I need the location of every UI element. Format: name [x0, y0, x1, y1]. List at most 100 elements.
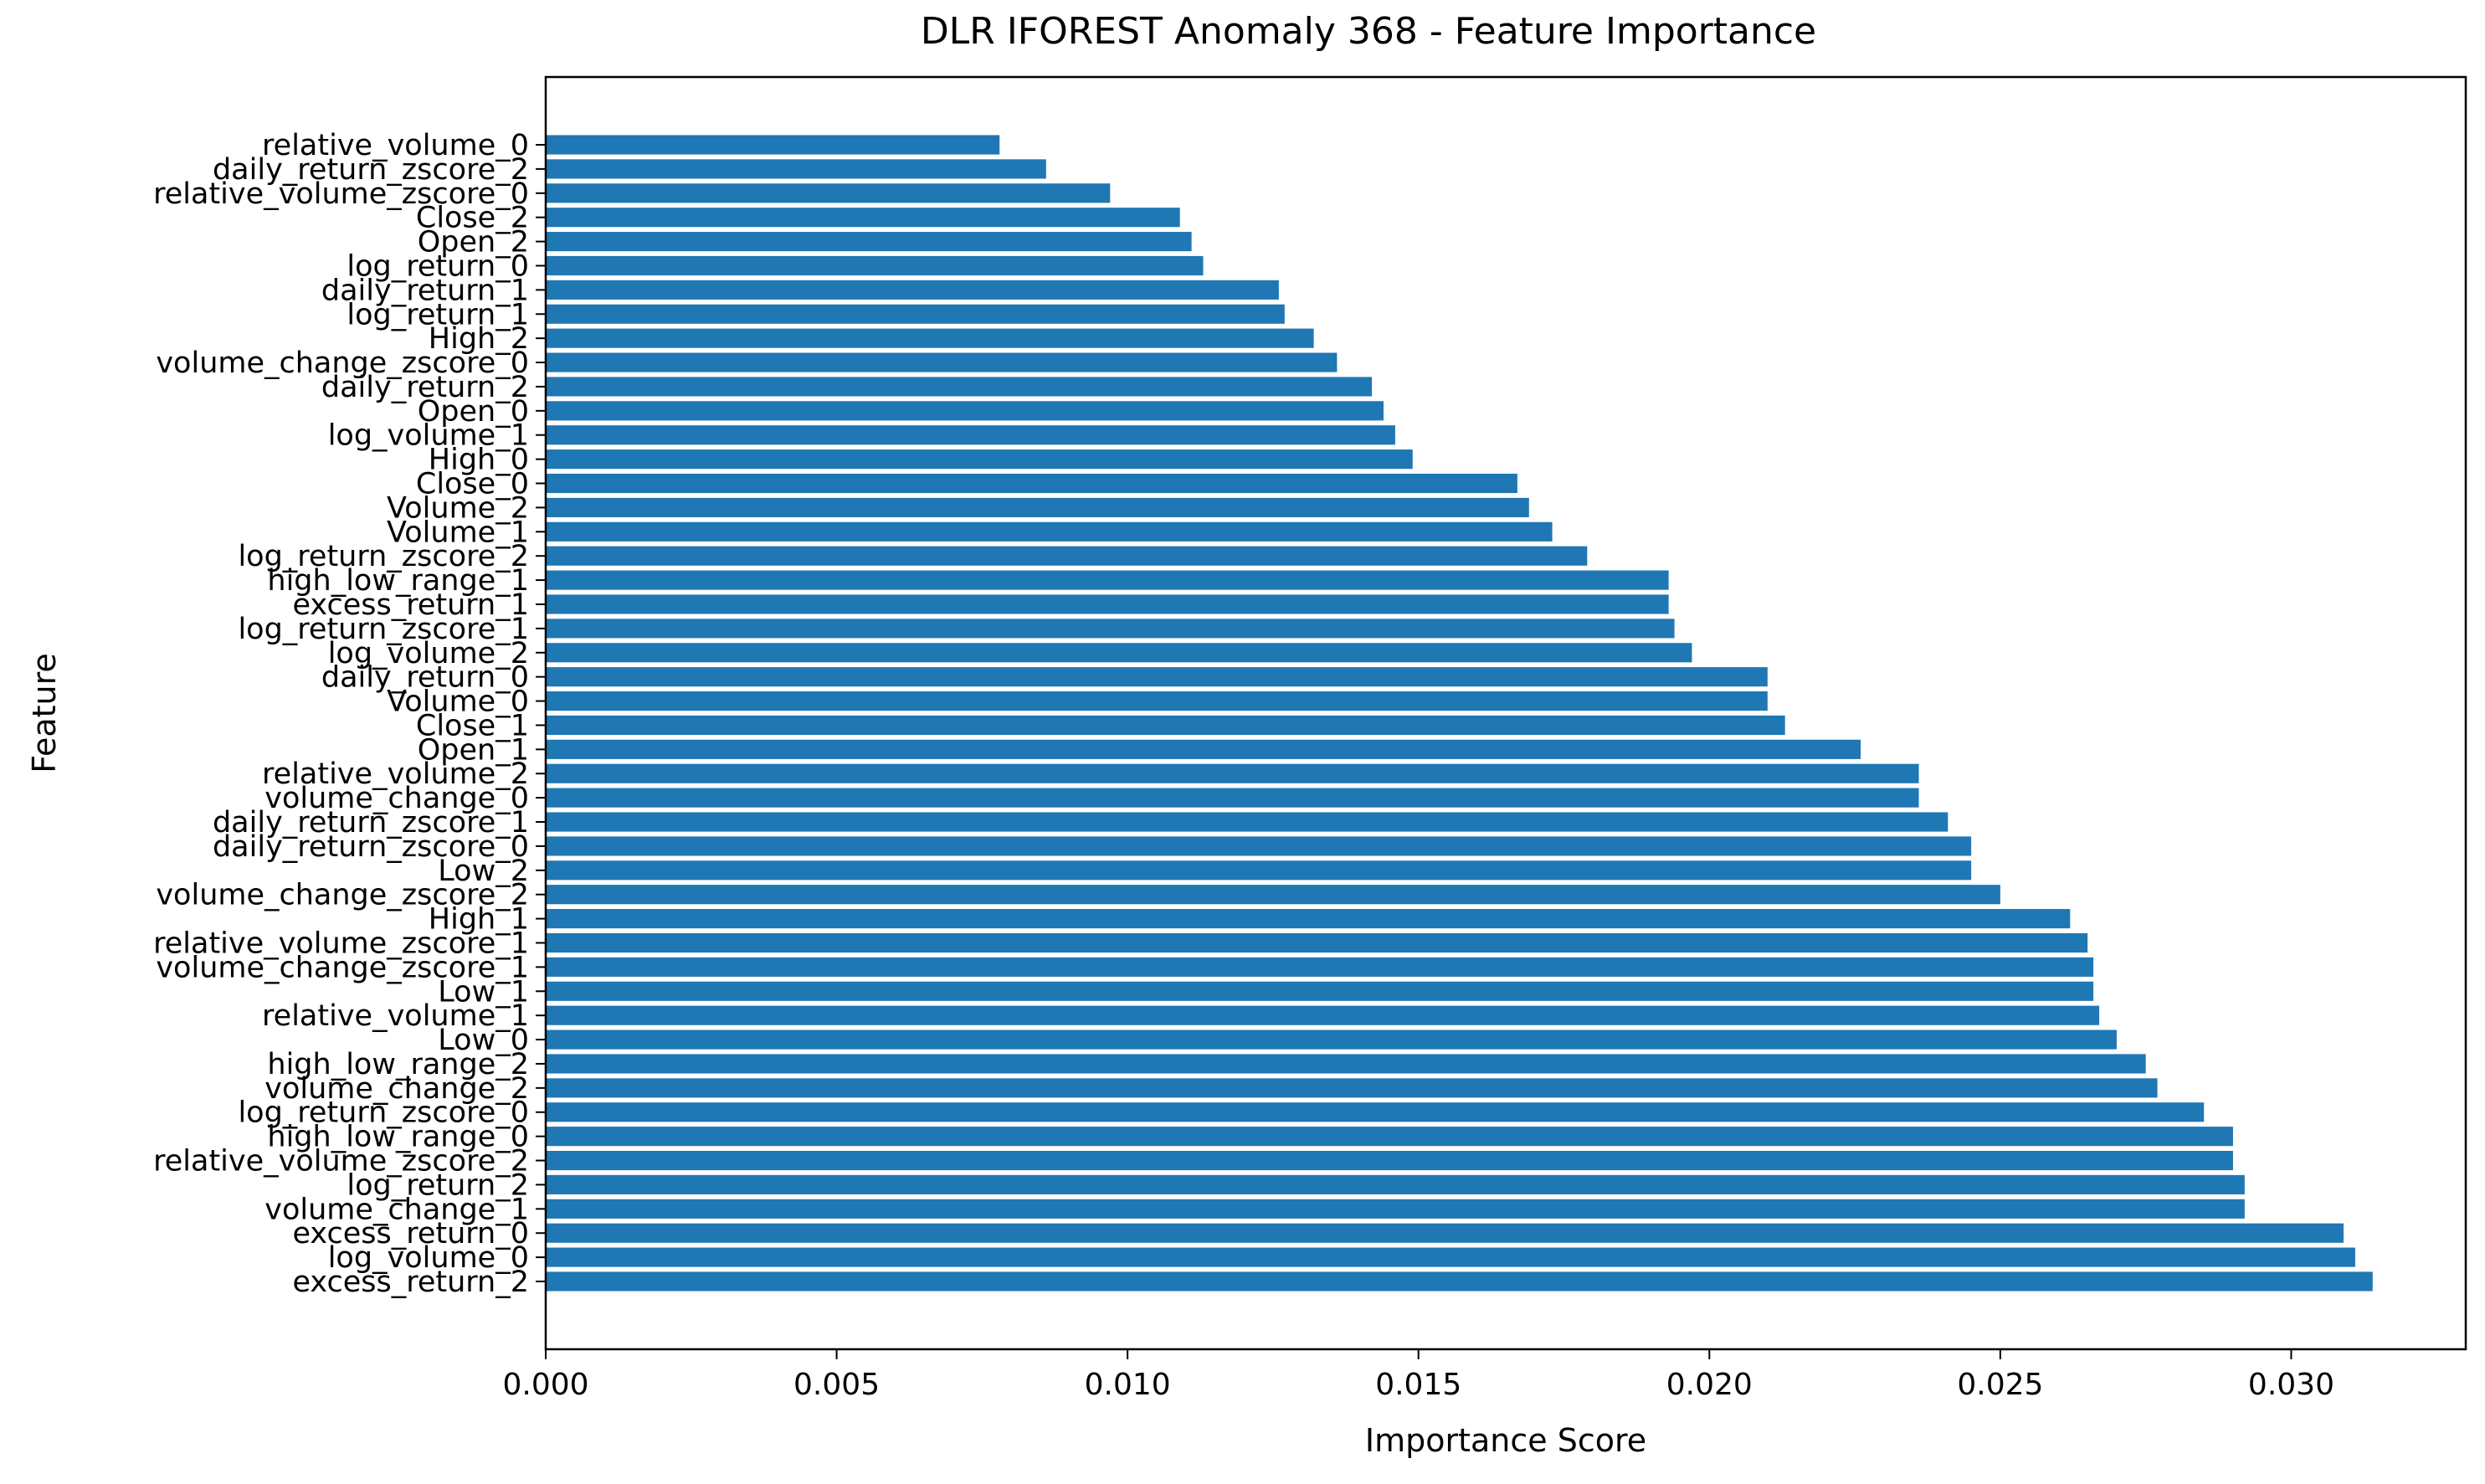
bar-volume-change-1: [546, 1199, 2245, 1219]
y-axis: relative_volume_0daily_return_zscore_2re…: [153, 129, 546, 1299]
x-tick-label: 0.015: [1375, 1368, 1461, 1402]
y-tick-label: High_1: [429, 903, 529, 937]
bar-relative-volume-2: [546, 763, 1919, 783]
bar-volume-1: [546, 521, 1553, 542]
y-tick-label: Open_1: [418, 733, 529, 767]
x-axis: 0.000 0.005 0.010 0.015 0.020 0.025 0.030: [502, 1349, 2334, 1402]
bar-daily-return-1: [546, 280, 1279, 300]
y-tick-label: Open_2: [418, 226, 529, 259]
y-tick-label: Low_0: [438, 1024, 529, 1057]
y-tick-label: Close_2: [416, 202, 529, 235]
plot-frame: [544, 75, 2467, 1351]
x-tick-label: 0.005: [793, 1368, 880, 1402]
bars-group: [546, 135, 2373, 1291]
bar-log-return-zscore-0: [546, 1102, 2205, 1122]
bar-daily-return-zscore-1: [546, 812, 1948, 832]
y-tick-label: relative_volume_1: [262, 999, 529, 1033]
y-tick-label: relative_volume_zscore_0: [153, 177, 529, 211]
y-tick-label: relative_volume_2: [262, 757, 529, 791]
y-tick-label: Close_0: [416, 468, 529, 501]
bar-high-0: [546, 449, 1413, 470]
bar-daily-return-2: [546, 377, 1373, 397]
bar-open-0: [546, 401, 1384, 421]
y-tick-label: high_low_range_2: [267, 1048, 529, 1081]
y-tick-label: volume_change_2: [264, 1072, 529, 1106]
y-tick-label: Low_1: [438, 975, 529, 1009]
y-tick-label: volume_change_zscore_2: [156, 879, 529, 912]
y-tick-label: excess_return_0: [292, 1217, 529, 1250]
x-tick-label: 0.030: [2248, 1368, 2334, 1402]
y-tick-label: high_low_range_0: [267, 1121, 529, 1154]
y-tick-label: volume_change_zscore_1: [156, 951, 529, 984]
bar-relative-volume-0: [546, 135, 1000, 155]
bar-excess-return-2: [546, 1271, 2373, 1291]
bar-log-return-1: [546, 304, 1285, 324]
bar-relative-volume-zscore-2: [546, 1150, 2233, 1171]
bar-log-return-0: [546, 255, 1204, 276]
y-tick-label: Volume_0: [387, 686, 529, 719]
x-tick-label: 0.010: [1085, 1368, 1171, 1402]
bar-high-low-range-2: [546, 1054, 2146, 1074]
bar-log-volume-2: [546, 643, 1692, 663]
bar-open-2: [546, 232, 1192, 252]
bar-low-0: [546, 1030, 2117, 1050]
bar-daily-return-zscore-2: [546, 159, 1046, 179]
y-tick-label: Volume_1: [387, 516, 529, 549]
bar-close-1: [546, 715, 1785, 736]
chart-title: DLR IFOREST Anomaly 368 - Feature Import…: [921, 10, 1816, 53]
y-tick-label: log_volume_1: [328, 419, 529, 453]
y-axis-label: Feature: [26, 653, 63, 773]
bar-close-0: [546, 473, 1517, 494]
y-tick-label: relative_volume_0: [262, 129, 529, 162]
bar-log-return-zscore-1: [546, 619, 1675, 639]
y-tick-label: log_volume_2: [328, 637, 529, 670]
y-tick-label: daily_return_1: [321, 274, 529, 307]
y-tick-label: log_return_zscore_2: [238, 540, 529, 573]
bar-log-volume-1: [546, 425, 1395, 445]
bar-volume-change-2: [546, 1078, 2158, 1098]
bar-daily-return-0: [546, 667, 1768, 687]
bar-log-return-zscore-2: [546, 546, 1588, 566]
y-tick-label: High_2: [429, 322, 529, 356]
bar-relative-volume-zscore-0: [546, 183, 1111, 203]
bar-high-1: [546, 909, 2071, 929]
y-tick-label: daily_return_zscore_1: [213, 806, 529, 840]
y-tick-label: excess_return_2: [292, 1266, 529, 1299]
bar-log-volume-0: [546, 1247, 2355, 1267]
bar-volume-change-zscore-0: [546, 352, 1337, 372]
bar-volume-change-zscore-2: [546, 885, 2000, 905]
x-tick-label: 0.025: [1957, 1368, 2043, 1402]
bar-high-2: [546, 328, 1314, 348]
y-tick-label: daily_return_0: [321, 661, 529, 695]
y-tick-label: excess_return_1: [292, 588, 529, 622]
y-tick-label: daily_return_zscore_0: [213, 830, 529, 864]
bar-excess-return-1: [546, 594, 1669, 614]
y-tick-label: Volume_2: [387, 491, 529, 525]
bar-low-1: [546, 981, 2094, 1001]
x-tick-label: 0.000: [502, 1368, 588, 1402]
bar-high-low-range-0: [546, 1127, 2233, 1147]
y-tick-label: volume_change_0: [264, 782, 529, 815]
bar-daily-return-zscore-0: [546, 836, 1972, 856]
y-tick-label: log_return_1: [347, 298, 529, 331]
bar-excess-return-0: [546, 1223, 2344, 1243]
y-tick-label: relative_volume_zscore_2: [153, 1145, 529, 1178]
x-axis-label: Importance Score: [1365, 1422, 1646, 1459]
y-tick-label: Low_2: [438, 855, 529, 888]
y-tick-label: log_return_zscore_1: [238, 613, 529, 646]
bar-relative-volume-zscore-1: [546, 932, 2088, 953]
y-tick-label: high_low_range_1: [267, 564, 529, 598]
y-tick-label: relative_volume_zscore_1: [153, 927, 529, 960]
y-tick-label: Close_1: [416, 709, 529, 742]
y-tick-label: log_return_zscore_0: [238, 1096, 529, 1130]
x-tick-label: 0.020: [1666, 1368, 1753, 1402]
y-tick-label: daily_return_2: [321, 371, 529, 404]
y-tick-label: daily_return_zscore_2: [213, 153, 529, 187]
bar-high-low-range-1: [546, 570, 1669, 590]
bar-relative-volume-1: [546, 1005, 2100, 1025]
bar-low-2: [546, 860, 1972, 881]
y-tick-label: volume_change_1: [264, 1193, 529, 1226]
bar-volume-2: [546, 497, 1529, 517]
